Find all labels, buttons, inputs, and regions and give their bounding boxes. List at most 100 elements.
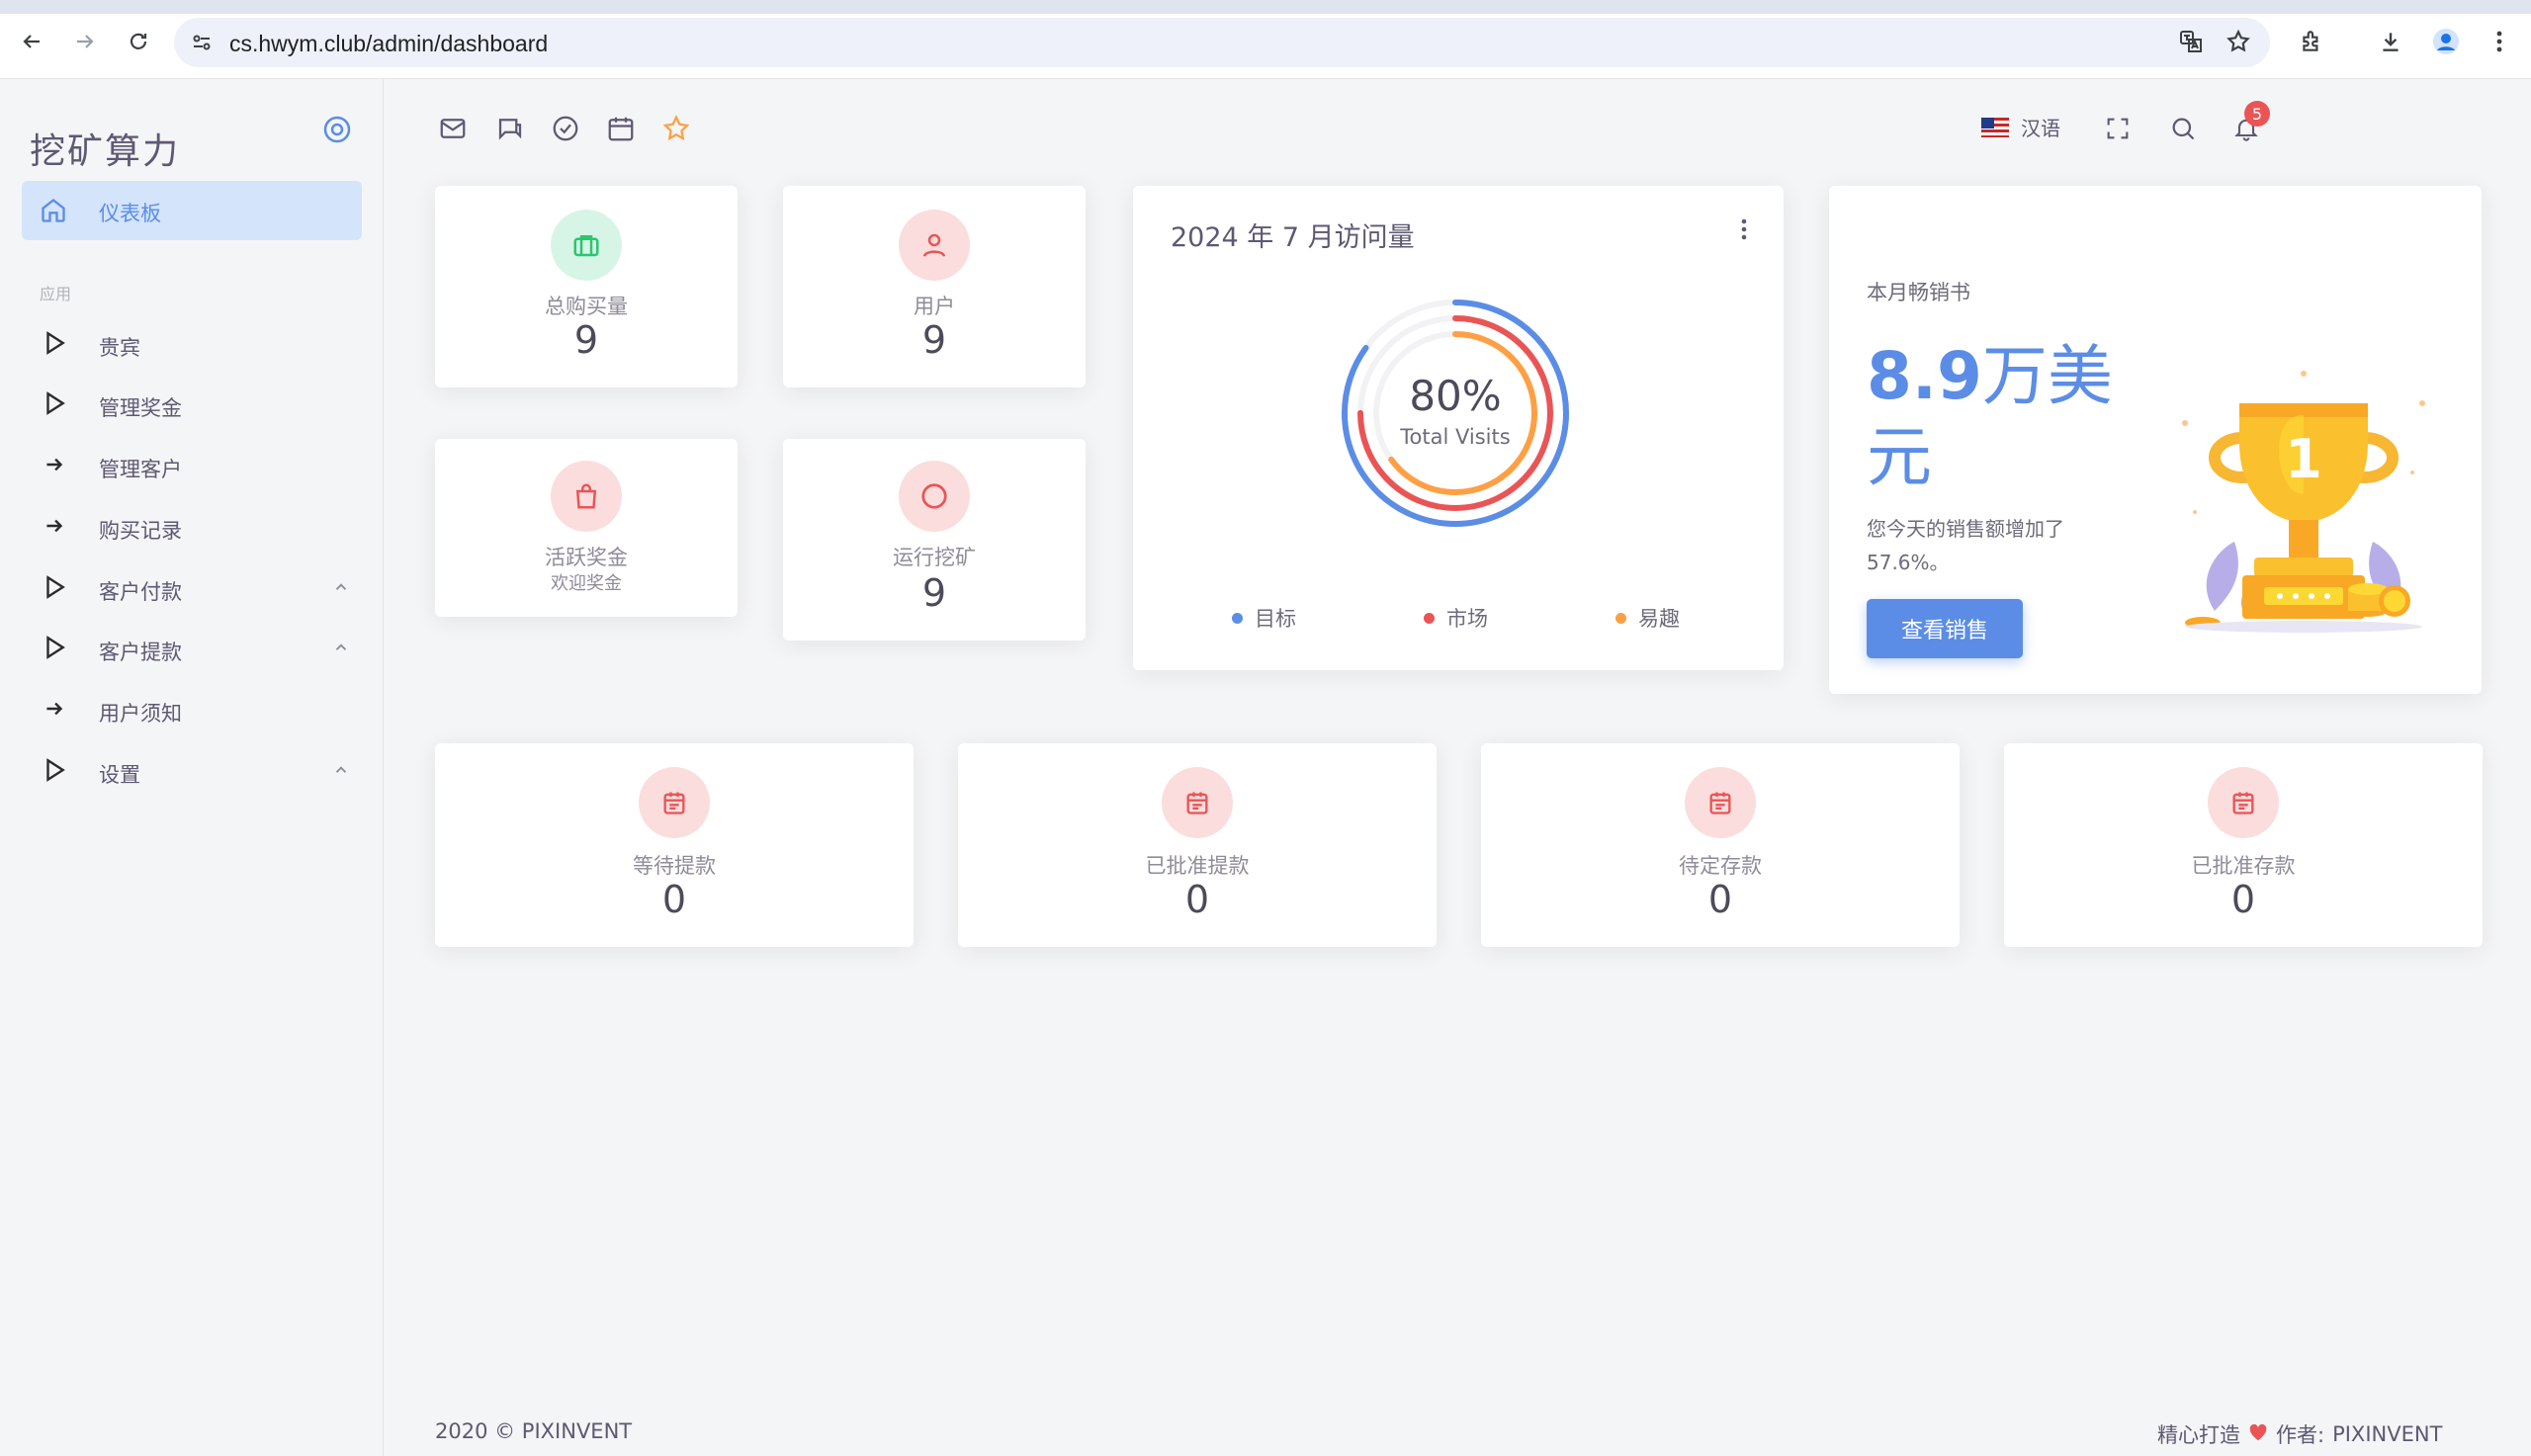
footer-copyright: 2020 © PIXINVENT xyxy=(435,1419,633,1443)
sales-description: 您今天的销售额增加了 57.6%。 xyxy=(1867,517,2064,574)
sidebar-item-customer-withdrawals[interactable]: 客户提款 xyxy=(22,621,362,676)
radial-chart: 80% Total Visits xyxy=(1337,295,1574,532)
more-vertical-icon[interactable] xyxy=(1740,217,1748,245)
briefcase-icon xyxy=(551,210,622,281)
stat-label: 总购买量 xyxy=(545,295,628,318)
sidebar: 挖矿算力 仪表板 应用 贵宾 管理奖金 管理客户 购买记录 客户付款 客户提款 … xyxy=(0,79,384,1456)
sidebar-item-label: 客户付款 xyxy=(99,580,182,604)
visits-percent: 80% xyxy=(1409,372,1502,420)
us-flag-icon xyxy=(1981,117,2009,137)
sidebar-item-label: 客户提款 xyxy=(99,641,182,664)
sales-amount-number: 8.9 xyxy=(1867,338,1982,414)
star-icon[interactable] xyxy=(656,109,696,148)
legend-label: 目标 xyxy=(1255,607,1296,631)
stat-card-purchases: 总购买量 9 xyxy=(435,186,738,387)
stat-label: 用户 xyxy=(914,295,955,318)
mail-icon[interactable] xyxy=(433,109,473,148)
circle-icon xyxy=(899,461,970,532)
stat-label: 活跃奖金 xyxy=(545,546,628,569)
stat-value: 9 xyxy=(921,571,947,615)
arrow-right-icon xyxy=(42,452,67,481)
view-sales-button[interactable]: 查看销售 xyxy=(1867,599,2023,658)
chat-icon[interactable] xyxy=(490,109,530,148)
sidebar-item-user-notice[interactable]: 用户须知 xyxy=(22,682,362,737)
stat-label: 待定存款 xyxy=(1679,854,1762,878)
stat-value: 0 xyxy=(1707,878,1733,921)
download-icon[interactable] xyxy=(2371,22,2410,61)
translate-icon[interactable] xyxy=(2171,22,2211,61)
calendar-icon xyxy=(1162,767,1233,838)
shopping-bag-icon xyxy=(551,461,622,532)
sidebar-item-dashboard[interactable]: 仪表板 xyxy=(22,181,362,240)
bookmark-star-icon[interactable] xyxy=(2219,22,2258,61)
extensions-icon[interactable] xyxy=(2292,22,2331,61)
legend-item-market: 市场 xyxy=(1424,603,1488,633)
reload-icon[interactable] xyxy=(119,22,158,61)
footer-credits: 精心打造 作者: PIXINVENT xyxy=(2157,1419,2442,1449)
ring-target xyxy=(1342,300,1569,527)
sidebar-toggle-icon[interactable] xyxy=(322,115,352,148)
sidebar-item-manage-bonus[interactable]: 管理奖金 xyxy=(22,377,362,432)
legend-item-target: 目标 xyxy=(1232,603,1296,633)
check-circle-icon[interactable] xyxy=(546,109,585,148)
stat-value: 0 xyxy=(2230,878,2256,921)
stat-label: 运行挖矿 xyxy=(893,546,976,569)
home-icon xyxy=(40,197,67,228)
language-label: 汉语 xyxy=(2021,117,2060,140)
sidebar-item-label: 管理客户 xyxy=(99,458,182,481)
sales-amount-unit: 万美元 xyxy=(1867,338,2113,495)
sidebar-item-label: 用户须知 xyxy=(99,702,182,726)
stat-sublabel: 欢迎奖金 xyxy=(551,573,622,594)
url-text[interactable]: cs.hwym.club/admin/dashboard xyxy=(229,31,549,56)
arrow-right-icon xyxy=(42,513,67,543)
site-settings-icon[interactable] xyxy=(190,31,214,58)
footer-made-with: 精心打造 xyxy=(2157,1423,2240,1447)
section-header: 应用 xyxy=(40,285,72,303)
sidebar-item-manage-customers[interactable]: 管理客户 xyxy=(22,438,362,493)
sidebar-item-settings[interactable]: 设置 xyxy=(22,743,362,799)
triangle-play-icon xyxy=(42,757,67,787)
triangle-play-icon xyxy=(42,330,67,360)
sidebar-item-purchase-records[interactable]: 购买记录 xyxy=(22,499,362,555)
stat-card-active-bonus: 活跃奖金 欢迎奖金 xyxy=(435,439,738,617)
browser-toolbar: cs.hwym.club/admin/dashboard xyxy=(0,0,2531,79)
forward-icon[interactable] xyxy=(65,22,105,61)
footer-author-label: 作者: xyxy=(2276,1423,2325,1447)
stat-label: 已批准提款 xyxy=(1145,854,1250,878)
profile-avatar-icon[interactable] xyxy=(2426,22,2466,61)
legend-label: 市场 xyxy=(1446,607,1488,631)
calendar-icon xyxy=(1685,767,1756,838)
legend-item-ebay: 易趣 xyxy=(1615,603,1680,633)
stat-card-pending-deposits: 待定存款 0 xyxy=(1481,743,1960,947)
sales-label: 本月畅销书 xyxy=(1867,281,1970,304)
sidebar-item-label: 管理奖金 xyxy=(99,396,182,420)
ring-ebay xyxy=(1373,331,1537,495)
sidebar-item-label: 贵宾 xyxy=(99,336,140,360)
sidebar-item-label: 仪表板 xyxy=(99,202,161,225)
brand-title[interactable]: 挖矿算力 xyxy=(30,131,181,172)
fullscreen-icon[interactable] xyxy=(2098,109,2138,148)
sidebar-item-vip[interactable]: 贵宾 xyxy=(22,316,362,372)
stat-card-pending-withdrawals: 等待提款 0 xyxy=(435,743,914,947)
calendar-icon xyxy=(639,767,710,838)
visits-card: 2024 年 7 月访问量 80% Total Visits 目标 市场 易趣 xyxy=(1133,186,1784,670)
stat-card-running-mining: 运行挖矿 9 xyxy=(783,439,1086,641)
legend-dot xyxy=(1424,612,1435,624)
stat-value: 0 xyxy=(661,878,687,921)
user-icon xyxy=(899,210,970,281)
arrow-right-icon xyxy=(42,696,67,726)
legend-label: 易趣 xyxy=(1638,607,1680,631)
legend-dot xyxy=(1615,612,1626,624)
sidebar-item-customer-payments[interactable]: 客户付款 xyxy=(22,560,362,616)
language-selector[interactable]: 汉语 xyxy=(1981,113,2060,141)
address-bar[interactable]: cs.hwym.club/admin/dashboard xyxy=(174,18,2270,67)
sales-amount: 8.9万美元 xyxy=(1867,336,2124,498)
calendar-icon[interactable] xyxy=(601,109,641,148)
search-icon[interactable] xyxy=(2163,109,2203,148)
footer-author[interactable]: PIXINVENT xyxy=(2332,1422,2443,1446)
back-icon[interactable] xyxy=(12,22,51,61)
stat-value: 0 xyxy=(1184,878,1210,921)
browser-menu-icon[interactable] xyxy=(2480,22,2519,61)
chevron-up-icon xyxy=(332,639,350,660)
legend-dot xyxy=(1232,612,1243,624)
